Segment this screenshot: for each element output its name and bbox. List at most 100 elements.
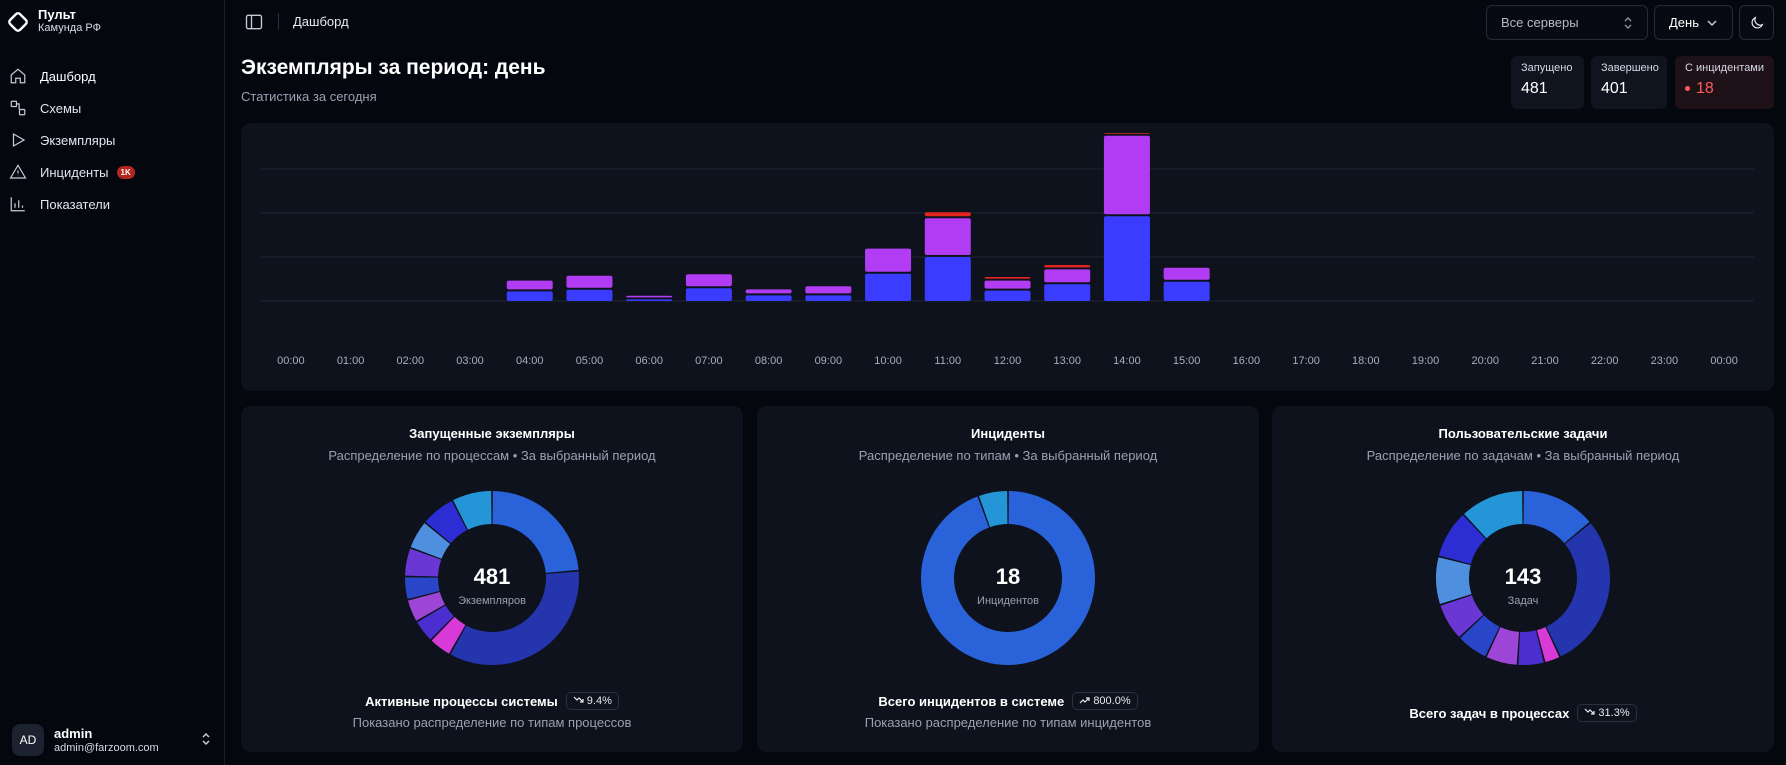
warning-icon: [8, 162, 28, 182]
x-tick-label: 06:00: [635, 355, 663, 367]
donut-center-value: 481: [474, 564, 511, 589]
trend-value: 31.3%: [1598, 707, 1630, 719]
sidebar-item-incidents[interactable]: Инциденты 1K: [0, 156, 225, 188]
donut-segment: [1436, 557, 1472, 605]
server-select-value: Все серверы: [1501, 15, 1579, 30]
bar-segment: [984, 277, 1031, 279]
sidebar-item-label: Схемы: [40, 100, 82, 116]
donut-segment: [1440, 595, 1484, 637]
bar-segment: [1103, 133, 1150, 134]
user-name: admin: [54, 725, 93, 741]
user-menu[interactable]: AD admin admin@farzoom.com: [12, 724, 212, 756]
donut-segment: [492, 491, 579, 573]
x-tick-label: 10:00: [874, 355, 902, 367]
donut-center-value: 143: [1505, 564, 1542, 589]
bar-segment: [1103, 216, 1150, 301]
period-select[interactable]: День: [1654, 5, 1733, 40]
sidebar-item-dashboard[interactable]: Дашборд: [0, 60, 225, 92]
logo-icon: [8, 11, 28, 32]
donut-segment: [425, 500, 467, 544]
stat-value: 481: [1521, 80, 1548, 97]
page-title: Экземпляры за период: день: [241, 56, 546, 79]
bar-segment: [924, 257, 971, 301]
donut-segment: [1486, 627, 1520, 665]
bar-segment: [745, 289, 792, 294]
card-title: Инциденты: [971, 426, 1045, 441]
bar-segment: [924, 218, 971, 255]
chevron-down-icon: [1707, 19, 1717, 26]
stat-value: 401: [1601, 80, 1628, 97]
card-user-tasks: Пользовательские задачи Распределение по…: [1272, 406, 1774, 752]
x-tick-label: 11:00: [934, 355, 961, 367]
period-select-value: День: [1669, 15, 1699, 30]
server-select[interactable]: Все серверы: [1486, 5, 1648, 40]
bar-segment: [626, 299, 673, 301]
donut-segment: [1546, 523, 1610, 657]
incidents-count-badge: 1K: [116, 165, 135, 179]
card-subtitle: Распределение по типам • За выбранный пе…: [858, 448, 1158, 463]
stat-value: 18: [1696, 80, 1714, 97]
donut-segment: [1464, 491, 1523, 539]
breadcrumb[interactable]: Дашборд: [293, 14, 349, 29]
trend-value: 9.4%: [586, 695, 612, 707]
donut-segment: [410, 523, 451, 559]
bar-segment: [1163, 281, 1210, 301]
card-started-instances: Запущенные экземпляры Распределение по п…: [241, 406, 743, 752]
x-tick-label: 17:00: [1292, 355, 1320, 367]
sidebar-item-instances[interactable]: Экземпляры: [0, 124, 225, 156]
sidebar-item-label: Инциденты: [40, 164, 109, 180]
stat-started: Запущено 481: [1511, 56, 1584, 109]
donut-segment: [1438, 515, 1486, 565]
play-icon: [8, 130, 28, 150]
card-title: Пользовательские задачи: [1438, 426, 1608, 441]
card-footer: Всего задач в процессах 31.3%: [1272, 704, 1774, 722]
chevrons-up-down-icon: [1624, 16, 1632, 29]
footer-label: Всего задач в процессах: [1409, 705, 1570, 721]
page-subtitle: Статистика за сегодня: [241, 89, 377, 104]
sidebar-toggle-icon[interactable]: [244, 12, 264, 32]
sidebar: Пульт Камунда РФ Дашборд Схемы Экземпляр…: [0, 0, 225, 765]
x-tick-label: 18:00: [1352, 355, 1380, 367]
stat-label: С инцидентами: [1685, 62, 1765, 74]
bar-segment: [805, 286, 852, 294]
card-title: Запущенные экземпляры: [409, 426, 575, 441]
bar-segment: [566, 289, 613, 301]
theme-toggle-button[interactable]: [1739, 5, 1774, 40]
x-tick-label: 02:00: [397, 355, 425, 367]
bar-segment: [506, 291, 553, 301]
trend-down-icon: [573, 695, 584, 707]
user-email: admin@farzoom.com: [54, 741, 159, 754]
sidebar-item-schemas[interactable]: Схемы: [0, 92, 225, 124]
donut-segment: [405, 548, 442, 577]
x-tick-label: 12:00: [994, 355, 1022, 367]
bar-segment: [865, 248, 912, 272]
trend-badge: 9.4%: [565, 692, 619, 710]
bar-segment: [566, 275, 613, 288]
stat-label: Завершено: [1601, 62, 1659, 74]
card-footer: Всего инцидентов в системе 800.0%: [757, 692, 1259, 710]
sidebar-item-metrics[interactable]: Показатели: [0, 188, 225, 220]
donut-center-value: 18: [996, 564, 1020, 589]
sidebar-item-label: Показатели: [40, 196, 110, 212]
schemas-icon: [8, 98, 28, 118]
donut-segment: [453, 491, 492, 530]
x-tick-label: 20:00: [1471, 355, 1499, 367]
x-tick-label: 04:00: [516, 355, 544, 367]
brand[interactable]: Пульт Камунда РФ: [8, 8, 101, 35]
donut-chart: 481 Экземпляров: [405, 491, 579, 665]
donut-segment: [405, 577, 440, 599]
x-tick-label: 22:00: [1591, 355, 1619, 367]
footer-label: Активные процессы системы: [365, 693, 558, 709]
status-dot: [1685, 86, 1690, 92]
chevrons-up-down-icon[interactable]: [200, 731, 212, 750]
donut-segment: [1518, 630, 1544, 665]
x-tick-label: 03:00: [456, 355, 484, 367]
trend-down-icon: [1584, 707, 1595, 719]
sidebar-item-label: Экземпляры: [40, 132, 116, 148]
x-tick-label: 15:00: [1173, 355, 1201, 367]
donut-chart: 143 Задач: [1436, 491, 1610, 665]
x-tick-label: 14:00: [1113, 355, 1141, 367]
donut-center-label: Инцидентов: [977, 595, 1039, 607]
trend-badge: 31.3%: [1577, 704, 1637, 722]
sidebar-nav: Дашборд Схемы Экземпляры Инциденты 1K По…: [0, 60, 225, 220]
